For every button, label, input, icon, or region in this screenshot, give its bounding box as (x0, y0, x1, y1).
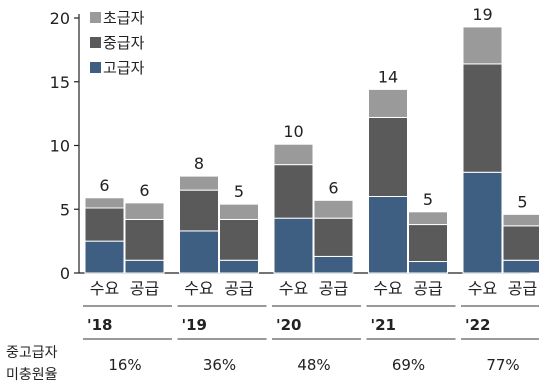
row-label-line2: 미충원율 (6, 367, 58, 383)
bar-category-label: 수요 (184, 279, 213, 298)
bar-total-label: 19 (472, 5, 492, 24)
bar-total-label: 6 (328, 178, 338, 197)
bar-segment-advanced (124, 259, 165, 274)
bar-segment-beginner (408, 211, 448, 226)
bar-segment-advanced (84, 240, 125, 274)
legend-label: 초급자 (103, 9, 145, 27)
bar-segment-advanced (408, 261, 448, 274)
y-tick-label: 0 (60, 264, 70, 283)
ratio-value: 48% (297, 356, 330, 374)
bar-segment-advanced (273, 217, 314, 274)
bar-segment-intermediate (408, 224, 448, 263)
bar-category-label: 공급 (319, 279, 348, 298)
y-tick-label: 20 (50, 9, 70, 28)
y-tick-label: 5 (60, 200, 70, 219)
bar-total-label: 10 (283, 122, 303, 141)
bar-segment-beginner (313, 199, 354, 219)
bar-category-label: 공급 (508, 279, 537, 298)
bar-segment-beginner (368, 88, 408, 118)
ratio-value: 36% (203, 356, 236, 374)
bar-segment-beginner (273, 143, 314, 166)
year-label: '21 (371, 316, 396, 334)
bar-total-label: 8 (194, 154, 204, 173)
bar-category-label: 공급 (130, 279, 159, 298)
bar-category-label: 공급 (413, 279, 442, 298)
bar-segment-intermediate (84, 207, 125, 242)
bar-total-label: 5 (517, 192, 527, 211)
bar-segment-beginner (462, 26, 503, 65)
year-label: '22 (465, 316, 490, 334)
bar-category-label: 수요 (279, 279, 308, 298)
bar-total-label: 6 (139, 181, 149, 200)
bar-segment-beginner (502, 213, 539, 227)
bar-total-label: 14 (378, 67, 398, 86)
bar-segment-advanced (502, 259, 539, 274)
row-label-line1: 중고급자 (6, 345, 58, 361)
legend-swatch (90, 37, 101, 48)
year-label: '18 (87, 316, 112, 334)
bar-category-label: 수요 (373, 279, 402, 298)
bar-category-label: 공급 (224, 279, 253, 298)
bar-total-label: 6 (99, 176, 109, 195)
bar-total-label: 5 (234, 182, 244, 201)
bar-segment-intermediate (219, 218, 259, 261)
year-label: '19 (182, 316, 207, 334)
ratio-value: 77% (486, 356, 519, 374)
bar-category-label: 수요 (468, 279, 497, 298)
bar-segment-intermediate (124, 218, 165, 261)
legend-swatch (90, 62, 101, 73)
y-tick-label: 10 (50, 137, 70, 156)
bar-segment-intermediate (179, 189, 219, 232)
bar-segment-intermediate (313, 217, 354, 257)
bar-segment-beginner (179, 175, 219, 191)
bar-segment-advanced (313, 255, 354, 274)
bar-segment-beginner (219, 203, 259, 220)
bar-segment-intermediate (368, 116, 408, 197)
bar-segment-intermediate (462, 63, 503, 173)
legend-label: 중급자 (103, 34, 145, 52)
bar-segment-beginner (124, 202, 165, 220)
bar-segment-beginner (84, 197, 125, 209)
bar-segment-advanced (368, 196, 408, 274)
bar-segment-intermediate (273, 164, 314, 219)
bar-total-label: 5 (423, 190, 433, 209)
bar-segment-advanced (462, 171, 503, 274)
legend-label: 고급자 (103, 59, 145, 77)
y-tick-label: 15 (50, 73, 70, 92)
year-label: '20 (276, 316, 301, 334)
ratio-value: 69% (392, 356, 425, 374)
legend-swatch (90, 12, 101, 23)
bar-segment-intermediate (502, 225, 539, 261)
ratio-value: 16% (108, 356, 141, 374)
bar-segment-advanced (179, 230, 219, 274)
bar-category-label: 수요 (90, 279, 119, 298)
bar-segment-advanced (219, 259, 259, 274)
